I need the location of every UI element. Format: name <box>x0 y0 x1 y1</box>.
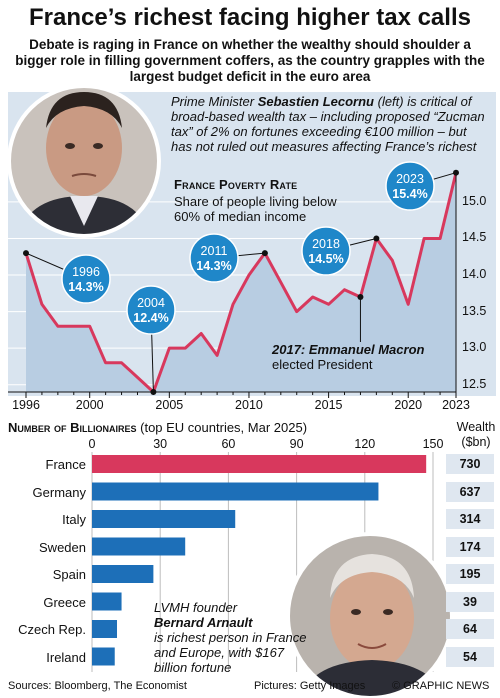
bar <box>92 510 236 528</box>
page-subtitle: Debate is raging in France on whether th… <box>15 37 485 84</box>
wealth-value: 637 <box>446 481 494 502</box>
callout-year: 2011 <box>201 244 228 258</box>
y-tick-label: 14.0 <box>462 267 487 282</box>
country-label: Spain <box>52 567 86 582</box>
callout-year: 2004 <box>137 296 165 310</box>
callout-year: 1996 <box>72 265 100 279</box>
bar-tick-label: 120 <box>354 437 376 451</box>
graphic-news-credit: © GRAPHIC NEWS <box>392 680 490 692</box>
y-tick-label: 13.5 <box>462 303 487 318</box>
sources: Sources: Bloomberg, The Economist <box>8 680 187 692</box>
arnault-note: LVMH founder Bernard Arnault is richest pe… <box>154 600 307 675</box>
wealth-value: 174 <box>446 536 494 557</box>
y-tick-label: 13.0 <box>462 340 487 355</box>
x-tick-label: 2010 <box>235 398 263 412</box>
bar-tick-label: 30 <box>153 437 168 451</box>
wealth-value: 730 <box>446 454 494 474</box>
wealth-value: 314 <box>446 509 494 529</box>
x-tick-label: 2005 <box>155 398 184 412</box>
poverty-line <box>24 172 458 394</box>
wealth-value: 54 <box>446 646 494 667</box>
callout-value: 14.3% <box>68 280 103 294</box>
callout-bubble <box>385 161 435 211</box>
callout-point <box>23 250 29 257</box>
x-tick-label: 1996 <box>12 398 40 412</box>
callout-value: 14.5% <box>308 252 343 266</box>
bar-tick-label: 60 <box>221 437 236 451</box>
wealth-value: 39 <box>446 591 494 612</box>
country-label: Czech Rep. <box>18 622 86 637</box>
bar <box>92 620 118 638</box>
y-tick-label: 12.5 <box>462 376 487 391</box>
bar-tick-label: 90 <box>289 437 304 451</box>
billionaires-title: Number of Billionaires (top EU countries… <box>8 420 308 435</box>
x-tick-label: 2000 <box>75 398 104 412</box>
callout-point <box>150 389 157 395</box>
y-tick-label: 14.5 <box>462 230 487 245</box>
country-label: Italy <box>62 512 86 527</box>
callout-value: 12.4% <box>133 311 168 325</box>
callout-bubble <box>126 285 176 335</box>
bar-tick-label: 0 <box>88 437 96 451</box>
wealth-header: Wealth ($bn) <box>456 420 496 449</box>
callout-value: 15.4% <box>392 187 427 201</box>
bar <box>92 592 122 611</box>
bar <box>92 537 186 556</box>
wealth-value: 64 <box>446 619 494 639</box>
x-tick-label: 2023 <box>442 398 470 412</box>
callout-point <box>453 169 459 176</box>
x-tick-label: 2015 <box>314 398 343 412</box>
callout-year: 2023 <box>396 172 424 186</box>
poverty-chart-subtitle: Share of people living below 60% of medi… <box>174 194 337 224</box>
poverty-area <box>26 172 456 392</box>
billionaire-bars <box>92 455 427 666</box>
country-label: Sweden <box>39 539 86 555</box>
callout-bubbles: 199614.3%200412.4%201114.3%201814.5%2023… <box>61 161 435 335</box>
callout-bubble <box>61 254 111 304</box>
bar <box>92 647 115 666</box>
page-title: France’s richest facing higher tax calls <box>29 4 471 31</box>
country-label: Greece <box>43 594 86 610</box>
callout-point <box>373 235 380 242</box>
callout-year: 2018 <box>312 237 340 251</box>
macron-point <box>357 293 364 300</box>
y-tick-label: 15.0 <box>462 193 487 208</box>
country-label: France <box>45 457 86 472</box>
country-label: Ireland <box>46 649 86 665</box>
callout-value: 14.3% <box>196 259 231 273</box>
x-tick-label: 2020 <box>394 398 423 412</box>
pictures-credit: Pictures: Getty Images <box>254 680 366 692</box>
macron-annotation: 2017: Emmanuel Macron elected President <box>272 342 425 372</box>
callout-bubble <box>189 233 239 283</box>
callout-points <box>23 169 459 395</box>
bar-tick-label: 150 <box>422 437 444 451</box>
wealth-value: 195 <box>446 564 494 584</box>
bar <box>92 565 154 583</box>
callout-point <box>261 250 268 257</box>
x-tick-marks <box>8 170 457 398</box>
callout-bubble <box>301 226 351 276</box>
poverty-chart-title: France Poverty Rate <box>174 177 298 192</box>
country-label: Germany <box>32 484 86 500</box>
bar <box>92 482 379 501</box>
bar <box>92 455 427 473</box>
lecornu-note: Prime Minister Sebastien Lecornu (left) … <box>171 94 485 154</box>
